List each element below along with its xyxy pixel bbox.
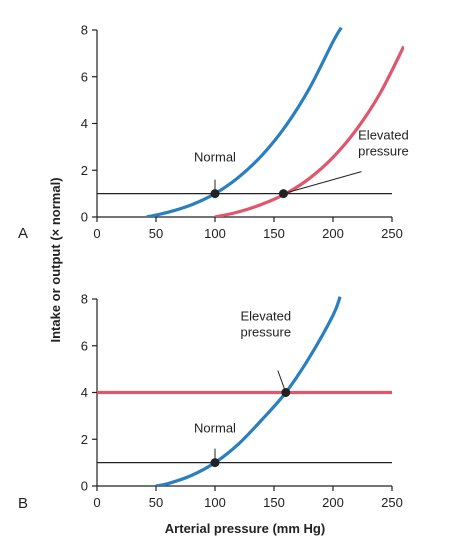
annotation-label: Elevated (358, 128, 409, 143)
x-tick-label: 100 (204, 495, 226, 510)
panel-b: B 0 2 4 6 8 0 50 100 150 200 250 Normal Elevatedpress… (18, 292, 403, 513)
annotation-label: pressure (241, 325, 292, 340)
y-tick-label: 0 (81, 210, 88, 225)
x-tick-label: 150 (263, 226, 285, 241)
y-tick-label: 6 (81, 338, 88, 353)
x-tick-label: 250 (381, 495, 403, 510)
annotation-label: Normal (194, 150, 236, 165)
annotation-leader (277, 370, 287, 393)
y-tick-label: 0 (81, 479, 88, 494)
x-tick-label: 250 (381, 226, 403, 241)
series-line (155, 296, 342, 486)
y-tick-label: 4 (81, 116, 88, 131)
x-tick-label: 50 (149, 226, 163, 241)
series-line (146, 26, 343, 217)
y-tick-label: 8 (81, 23, 88, 38)
annotation-leader (283, 171, 362, 195)
y-tick-label: 4 (81, 385, 88, 400)
x-tick-label: 50 (149, 495, 163, 510)
x-tick-label: 0 (93, 495, 100, 510)
annotation-label: Normal (194, 421, 236, 436)
annotation-label: Elevated (241, 309, 292, 324)
panel-label: A (18, 225, 28, 242)
y-axis-title: Intake or output (× normal) (48, 177, 63, 342)
y-tick-label: 2 (81, 163, 88, 178)
x-tick-label: 200 (322, 226, 344, 241)
x-tick-label: 150 (263, 495, 285, 510)
annotation-label: pressure (358, 144, 409, 159)
x-tick-label: 200 (322, 495, 344, 510)
y-tick-label: 6 (81, 69, 88, 84)
y-tick-label: 2 (81, 432, 88, 447)
series-line (214, 45, 404, 217)
panel-a: A 0 2 4 6 8 0 50 100 150 200 250 Normal Elevatedpress… (18, 23, 409, 243)
x-tick-label: 100 (204, 226, 226, 241)
y-tick-label: 8 (81, 292, 88, 307)
x-tick-label: 0 (93, 226, 100, 241)
panel-label: B (18, 495, 28, 512)
x-axis-title: Arterial pressure (mm Hg) (165, 521, 325, 536)
